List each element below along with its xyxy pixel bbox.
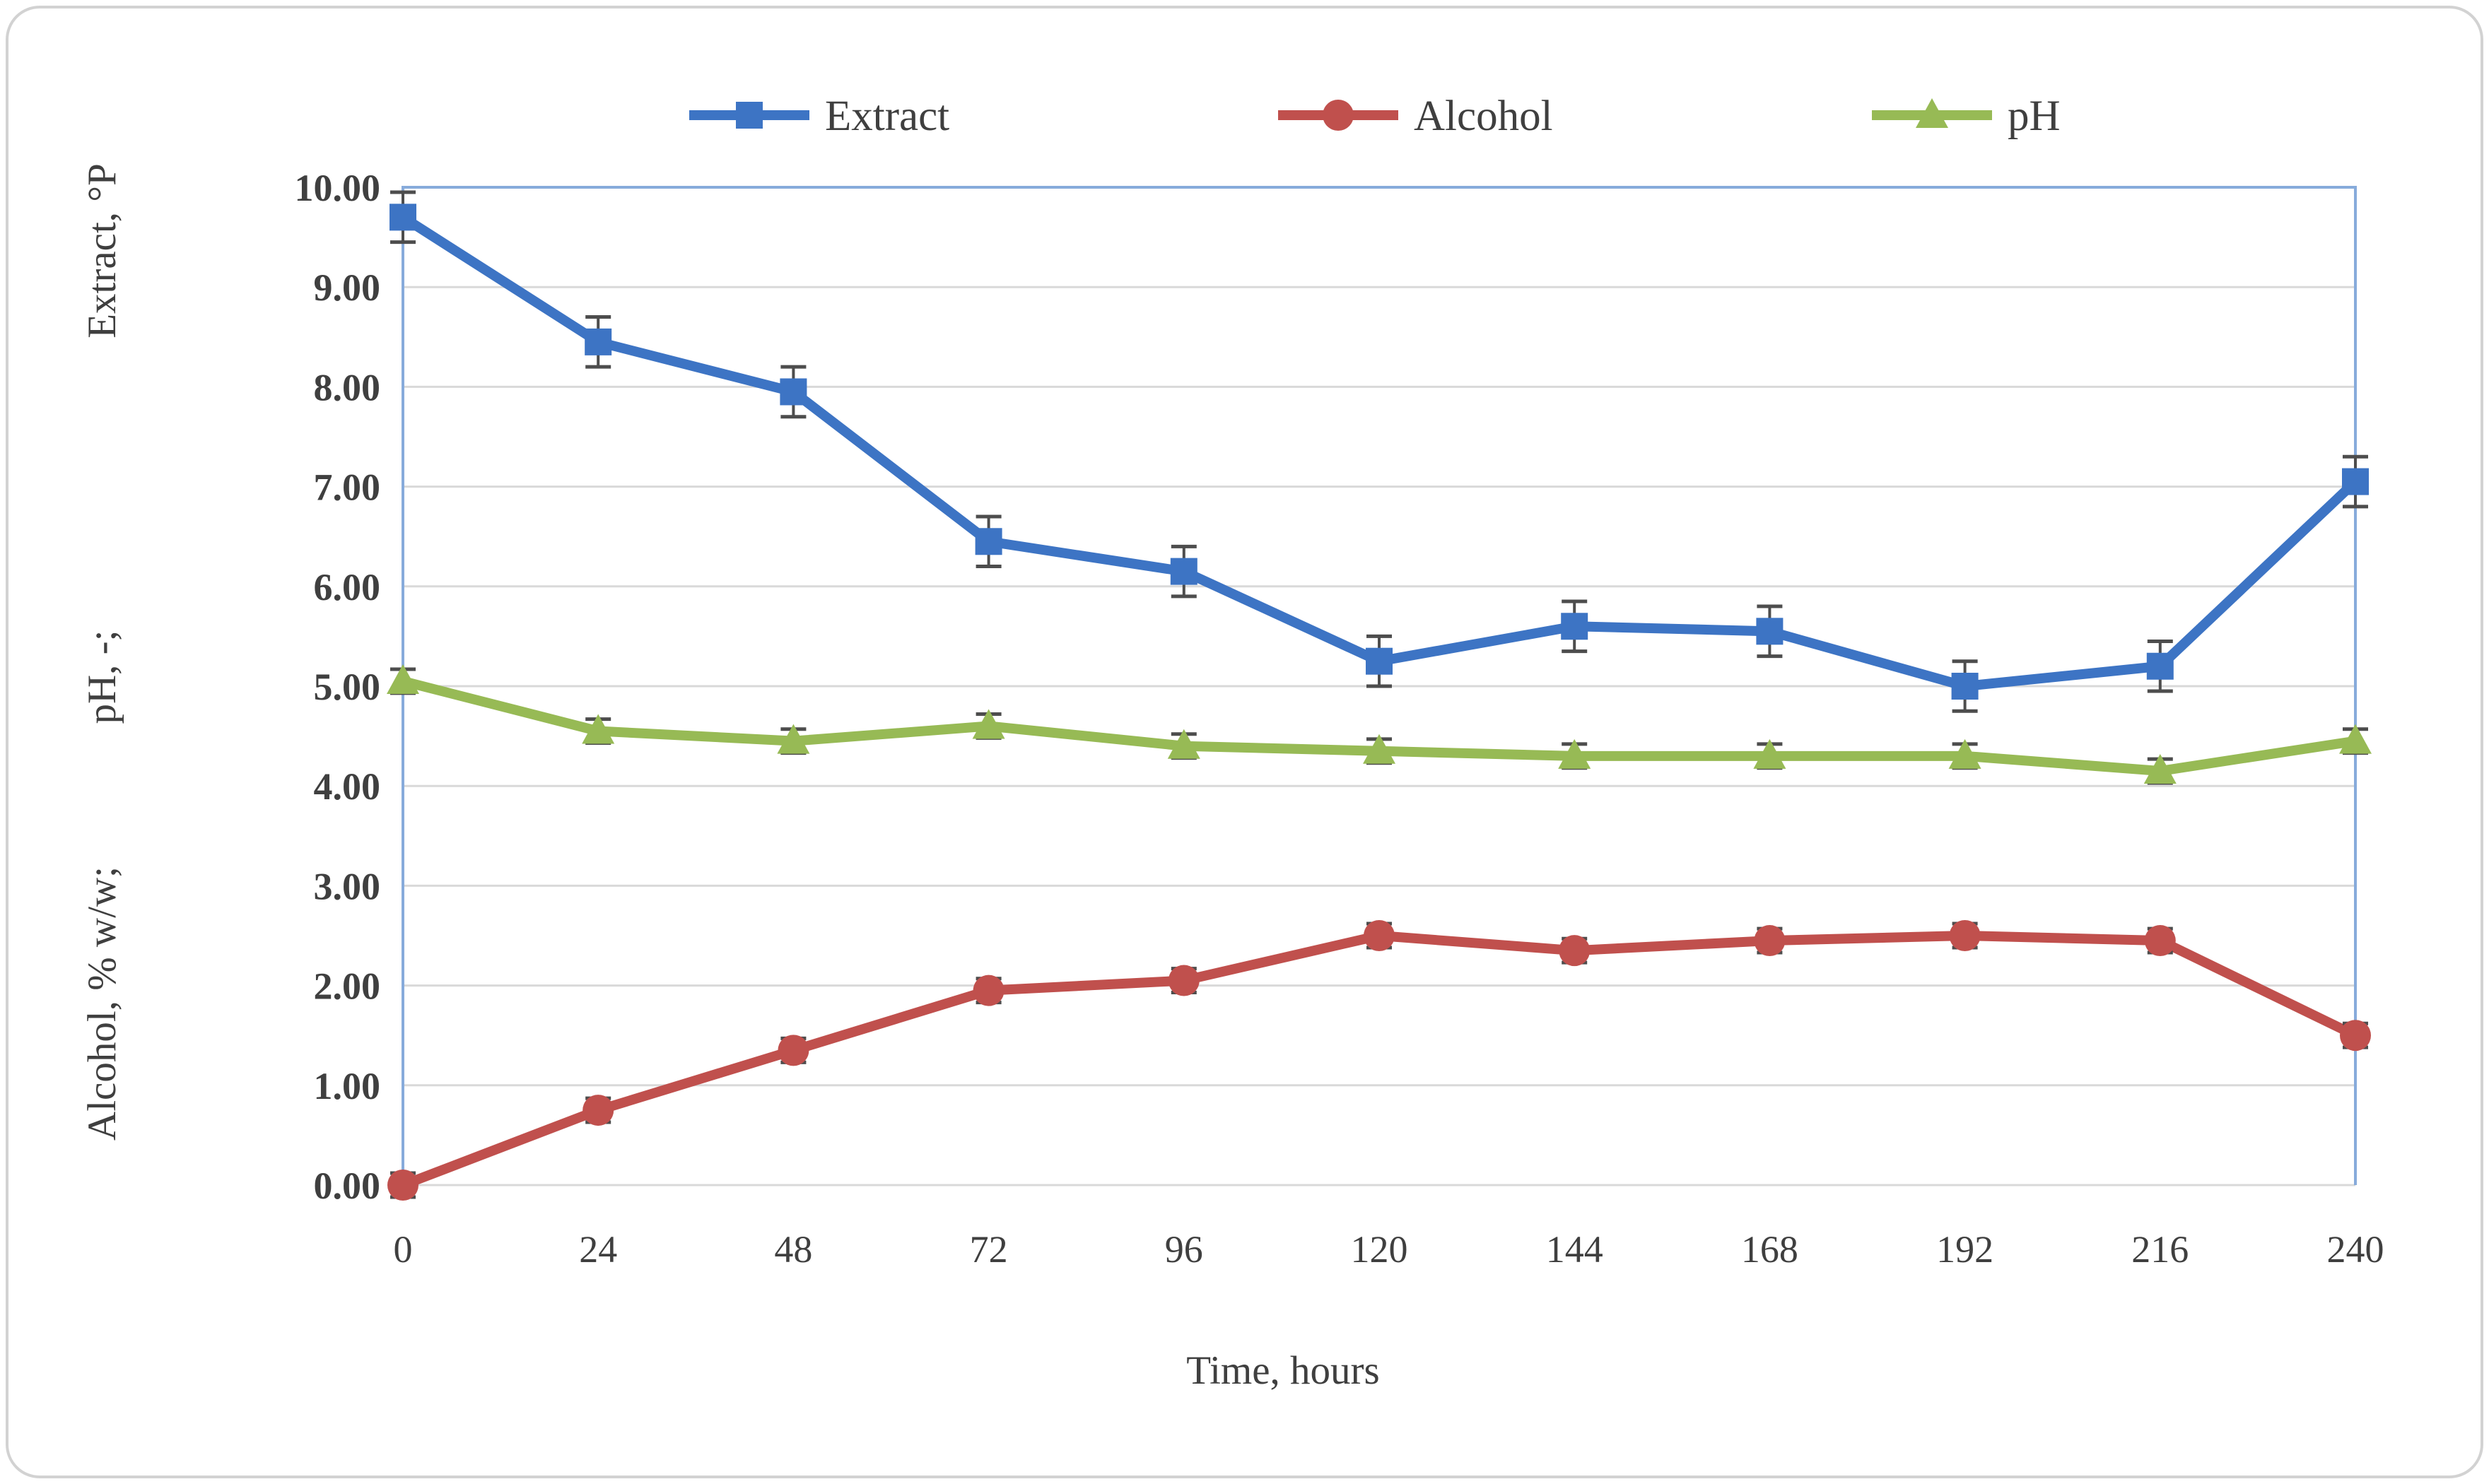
y-tick-label: 9.00 [314, 266, 381, 309]
legend-label-ph: pH [2008, 93, 2061, 140]
y-axis-title-alcohol: Alcohol, % w/w; [80, 866, 124, 1141]
y-tick-label: 2.00 [314, 965, 381, 1008]
ph-marker [1948, 738, 1981, 769]
y-gridlines [403, 285, 2355, 1186]
y-tick-label: 10.00 [295, 167, 381, 209]
legend-label-extract: Extract [825, 93, 949, 140]
ph-marker [1753, 738, 1786, 769]
x-tick-label: 240 [2327, 1228, 2384, 1271]
extract-marker [2342, 468, 2369, 495]
x-tick-label: 144 [1546, 1228, 1603, 1271]
x-tick-label: 192 [1936, 1228, 1993, 1271]
legend-marker-extract [736, 102, 763, 129]
y-tick-label: 7.00 [314, 466, 381, 509]
extract-marker [975, 528, 1002, 555]
x-tick-label: 72 [970, 1228, 1008, 1271]
y-axis-title-ph: pH, -; [80, 630, 124, 724]
legend-label-alcohol: Alcohol [1414, 93, 1553, 140]
ph-marker [2339, 724, 2372, 754]
y-tick-label: 3.00 [314, 865, 381, 907]
extract-marker [585, 328, 612, 355]
extract-marker [1366, 647, 1393, 675]
alcohol-marker [1168, 965, 1200, 996]
x-tick-label: 48 [774, 1228, 812, 1271]
chart-legend: Extract Alcohol pH [689, 93, 2061, 140]
alcohol-marker [778, 1035, 809, 1066]
x-tick-label: 96 [1165, 1228, 1203, 1271]
y-axis-title-extract: Extract, °P [80, 163, 124, 338]
x-tick-label: 168 [1741, 1228, 1798, 1271]
legend-marker-ph [1916, 98, 1948, 128]
x-tick-label: 24 [579, 1228, 617, 1271]
legend-item-alcohol: Alcohol [1278, 93, 1553, 140]
data-series [387, 190, 2372, 1201]
y-tick-label: 4.00 [314, 765, 381, 808]
legend-item-ph: pH [1872, 93, 2061, 140]
legend-marker-alcohol [1323, 100, 1354, 131]
alcohol-marker [973, 974, 1005, 1006]
y-tick-label: 0.00 [314, 1165, 381, 1207]
alcohol-marker [1559, 935, 1591, 967]
ph-marker [1167, 729, 1200, 759]
series-extract [390, 190, 2369, 713]
y-tick-label: 5.00 [314, 666, 381, 708]
ph-marker [1558, 738, 1591, 769]
x-tick-label: 0 [394, 1228, 413, 1271]
x-axis-title: Time, hours [1186, 1348, 1379, 1393]
alcohol-marker [2340, 1020, 2371, 1052]
y-tick-label: 1.00 [314, 1065, 381, 1107]
x-tick-label: 216 [2131, 1228, 2189, 1271]
alcohol-marker [387, 1170, 418, 1201]
alcohol-marker [582, 1095, 614, 1126]
extract-marker [390, 204, 416, 231]
alcohol-line [401, 931, 2358, 1190]
x-axis-tick-labels: 0 24 48 72 96 120 144 168 192 216 240 [394, 1228, 2384, 1271]
alcohol-marker [1754, 925, 1786, 957]
legend-item-extract: Extract [689, 93, 949, 140]
x-tick-label: 120 [1351, 1228, 1408, 1271]
ph-marker [387, 664, 419, 694]
figure-panel [6, 6, 2483, 1478]
y-axis-tick-labels: 0.00 1.00 2.00 3.00 4.00 5.00 6.00 7.00 8.00 9.00… [295, 167, 381, 1207]
series-alcohol [387, 920, 2371, 1201]
extract-marker [1170, 558, 1197, 585]
extract-marker [780, 378, 807, 406]
alcohol-marker [2144, 925, 2176, 957]
alcohol-marker [1949, 920, 1981, 951]
extract-marker [1756, 618, 1784, 645]
ph-marker [1363, 734, 1395, 764]
ph-marker [582, 714, 615, 744]
series-ph [387, 664, 2372, 785]
y-tick-label: 8.00 [314, 366, 381, 408]
alcohol-marker [1364, 920, 1395, 951]
ph-marker [972, 709, 1005, 739]
ph-marker [777, 724, 810, 754]
extract-marker [1561, 613, 1588, 640]
extract-marker [1951, 673, 1979, 700]
ph-marker [2143, 754, 2177, 784]
y-tick-label: 6.00 [314, 566, 381, 608]
extract-marker [2146, 652, 2174, 680]
